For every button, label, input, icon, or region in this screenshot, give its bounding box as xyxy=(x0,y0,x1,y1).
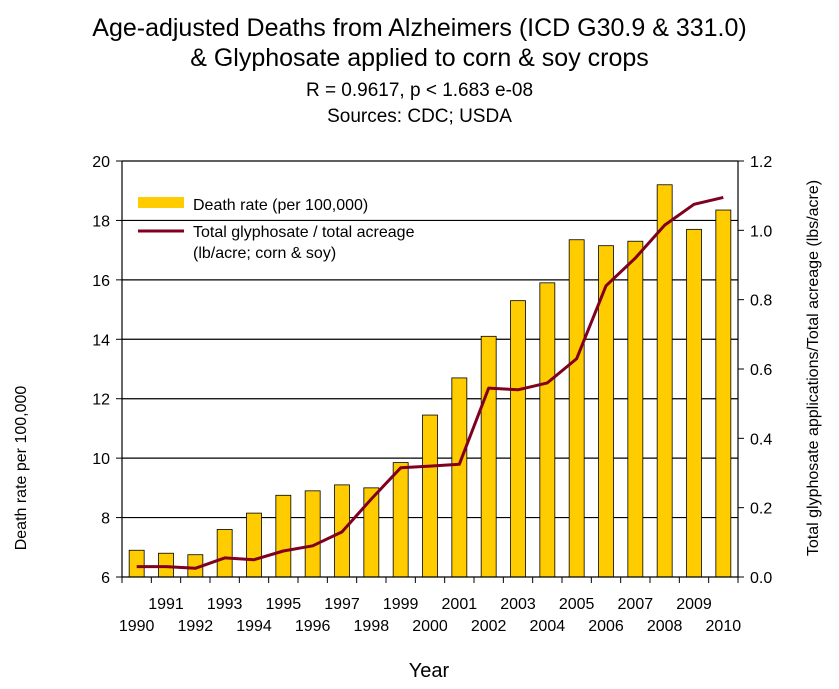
tick-labels: 6 8 10 12 14 16 18 20 0.0 0.2 0.4 0.6 0.8 1.0 1.2 1990 1… xyxy=(92,154,772,635)
y-tick-label: 10 xyxy=(92,451,110,468)
bar xyxy=(363,487,380,578)
x-tick-label: 2003 xyxy=(500,596,536,613)
x-tick-label: 1995 xyxy=(266,596,302,613)
bar xyxy=(275,494,292,578)
y2-tick-label: 1.2 xyxy=(750,154,772,171)
bar xyxy=(568,239,585,578)
bar xyxy=(539,282,556,578)
y-tick-label: 16 xyxy=(92,273,110,290)
x-tick-label: 1994 xyxy=(236,618,272,635)
bar-series xyxy=(128,184,732,578)
x-tick-label: 2002 xyxy=(471,618,507,635)
line-series xyxy=(136,195,724,570)
bar xyxy=(656,184,673,578)
y2-tick-label: 0.4 xyxy=(750,431,772,448)
bar xyxy=(422,414,438,578)
x-tick-label: 1990 xyxy=(119,618,155,635)
legend: Death rate (per 100,000) Total glyphosat… xyxy=(138,197,415,262)
y2-tick-label: 0.8 xyxy=(750,293,772,310)
bar xyxy=(510,300,526,578)
x-tick-label: 2005 xyxy=(559,596,595,613)
x-axis-label: Year xyxy=(409,660,450,682)
x-tick-label: 1992 xyxy=(178,618,214,635)
x-tick-label: 2004 xyxy=(530,618,566,635)
bar xyxy=(715,209,732,578)
y2-tick-label: 1.0 xyxy=(750,223,772,240)
legend-label-glyphosate-unit: (lb/acre; corn & soy) xyxy=(193,245,336,262)
legend-swatch-death-rate xyxy=(138,197,184,208)
x-tick-label: 1998 xyxy=(354,618,390,635)
x-tick-label: 2008 xyxy=(647,618,683,635)
chart-title-line2: & Glyphosate applied to corn & soy crops xyxy=(190,44,649,72)
bar xyxy=(392,462,409,578)
x-tick-label: 2010 xyxy=(706,618,742,635)
y2-axis-label: Total glyphosate applications/Total acre… xyxy=(805,180,822,556)
x-tick-label: 1999 xyxy=(383,596,419,613)
bar xyxy=(128,549,145,578)
x-tick-label: 2001 xyxy=(442,596,478,613)
bar xyxy=(627,240,644,578)
chart-title: Age-adjusted Deaths from Alzheimers (ICD… xyxy=(92,14,747,42)
bar xyxy=(451,377,468,578)
chart-subtitle: R = 0.9617, p < 1.683 e-08 xyxy=(305,80,534,101)
y-tick-label: 14 xyxy=(92,332,110,349)
x-tick-label: 1993 xyxy=(207,596,243,613)
y2-tick-label: 0.2 xyxy=(750,501,772,518)
x-tick-label: 1997 xyxy=(324,596,360,613)
glyphosate-line xyxy=(136,195,724,570)
x-tick-label: 2000 xyxy=(412,618,448,635)
x-tick-label: 1991 xyxy=(148,596,184,613)
y-tick-label: 6 xyxy=(101,570,110,587)
y-tick-label: 18 xyxy=(92,213,110,230)
legend-label-death-rate: Death rate (per 100,000) xyxy=(193,197,368,214)
y-tick-label: 8 xyxy=(101,511,110,528)
bar xyxy=(246,512,262,578)
x-tick-label: 2007 xyxy=(618,596,654,613)
bar xyxy=(480,335,497,578)
axes xyxy=(116,160,744,583)
y-tick-label: 20 xyxy=(92,154,110,171)
y2-tick-label: 0.0 xyxy=(750,570,772,587)
bar xyxy=(686,228,702,578)
x-tick-label: 2009 xyxy=(676,596,712,613)
chart-sources: Sources: CDC; USDA xyxy=(327,106,512,127)
y2-tick-label: 0.6 xyxy=(750,362,772,379)
x-tick-label: 1996 xyxy=(295,618,331,635)
y-axis-label: Death rate per 100,000 xyxy=(13,386,30,551)
bar xyxy=(304,490,321,578)
bar xyxy=(216,529,233,578)
x-tick-label: 2006 xyxy=(588,618,624,635)
y-tick-label: 12 xyxy=(92,392,110,409)
legend-label-glyphosate: Total glyphosate / total acreage xyxy=(193,224,415,241)
